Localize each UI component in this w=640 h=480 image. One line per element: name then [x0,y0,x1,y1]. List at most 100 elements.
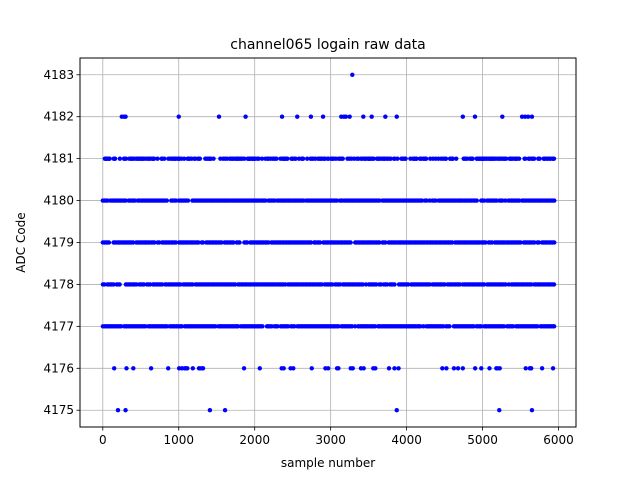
data-point [347,114,352,119]
data-point [173,198,179,203]
data-point [516,156,522,161]
y-tick-label: 4183 [43,68,74,82]
data-point [173,240,179,245]
data-point [148,366,154,371]
data-point [231,240,236,245]
data-point [211,156,216,161]
data-point [200,240,206,245]
data-point [352,324,358,329]
data-point [460,114,466,119]
y-tick-label: 4176 [43,361,74,375]
y-tick-label: 4178 [43,277,74,291]
data-point [111,366,117,371]
data-point [123,408,128,413]
data-point [377,198,382,203]
y-tick-label: 4179 [43,236,74,250]
x-tick-label: 6000 [543,433,574,447]
data-point [349,324,355,329]
data-point [394,408,399,413]
data-point [394,114,399,119]
data-point [317,240,323,245]
data-point [219,240,224,245]
data-point [552,198,557,203]
data-point [447,324,452,329]
data-point [155,156,160,161]
data-point [232,282,238,287]
data-point [325,366,331,371]
data-point [472,366,478,371]
data-point [196,240,201,245]
data-point [483,240,488,245]
data-point [259,156,265,161]
data-point [304,156,310,161]
data-point [503,198,508,203]
data-point [185,198,191,203]
data-point [260,324,265,329]
data-point [501,324,507,329]
data-point [442,282,447,287]
x-tick-label: 2000 [239,433,270,447]
data-point [537,156,542,161]
data-point [418,324,423,329]
data-point [361,366,366,371]
data-point [497,408,502,413]
data-point [386,366,392,371]
data-point [503,156,509,161]
data-point [451,366,457,371]
data-point [124,366,129,371]
data-point [181,156,187,161]
data-point [293,156,298,161]
x-axis-label: sample number [281,456,375,470]
data-point [164,198,170,203]
data-point [525,114,531,119]
data-point [115,408,121,413]
data-point [242,156,247,161]
data-point [372,324,378,329]
data-point [292,324,297,329]
x-tick-label: 1000 [163,433,194,447]
data-point [392,366,397,371]
data-point [392,282,397,287]
data-point [522,114,528,119]
data-point [207,408,213,413]
data-point [460,366,466,371]
data-point [455,366,461,371]
y-axis-label: ADC Code [14,212,28,272]
data-point [551,156,557,161]
data-point [281,366,286,371]
data-point [419,198,425,203]
data-point [395,156,400,161]
x-tick-label: 0 [99,433,107,447]
data-point [363,282,369,287]
data-point [159,282,165,287]
data-point [243,114,248,119]
data-point [443,156,449,161]
ticks: 0 1000 2000 3000 4000 5000 6000 4175 4176 4177 417… [43,68,573,447]
data-point [360,282,365,287]
data-point [151,156,157,161]
data-point [102,282,107,287]
data-point [350,72,355,77]
data-point [519,114,525,119]
data-point [532,240,537,245]
data-point [373,366,378,371]
data-point [529,114,535,119]
data-point [523,156,528,161]
data-point [494,198,499,203]
data-point [336,366,341,371]
data-point [111,282,116,287]
data-point [433,198,438,203]
data-point [536,240,542,245]
data-point [309,366,314,371]
data-point [500,114,505,119]
data-point [350,366,355,371]
data-point [216,114,222,119]
data-point [117,156,123,161]
data-point [256,156,261,161]
data-point [295,114,300,119]
data-point [118,324,124,329]
data-point [123,156,129,161]
data-point [478,324,484,329]
data-point [123,114,128,119]
data-point [190,366,195,371]
